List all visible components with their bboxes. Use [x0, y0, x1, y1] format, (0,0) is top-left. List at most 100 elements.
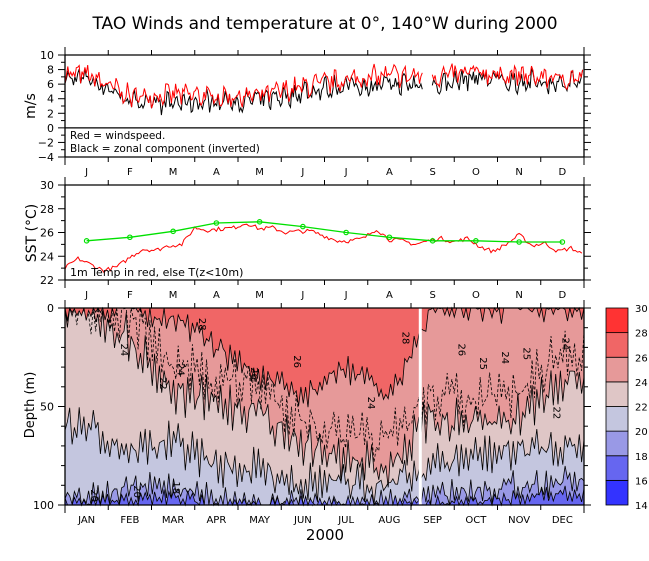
band-24-26: [64, 307, 585, 488]
sst-monthly-point: [127, 234, 133, 241]
colorbar-label: 30: [635, 304, 648, 315]
colorbar-swatch: [605, 381, 629, 407]
colorbar-label: 24: [635, 378, 648, 389]
colorbar-swatch: [605, 479, 629, 506]
sst-monthly-point: [386, 234, 393, 241]
sst-monthly-point: [83, 238, 90, 244]
colorbar-swatch: [605, 307, 629, 334]
x-tick-label: MAR: [162, 515, 184, 526]
contour-25: [64, 307, 585, 463]
x-tick-label: OCT: [465, 515, 487, 526]
y-tick-label: 26: [40, 227, 54, 240]
y-tick-label: 0: [47, 302, 54, 315]
depth-panel: Depth (m) 20 22 24 24 28 26 26 24 28 26 25 24 25 24 22…: [23, 300, 648, 544]
colorbar-swatch: [605, 356, 629, 383]
contour-label: 25: [477, 357, 488, 370]
x-tick-label: M: [169, 290, 178, 301]
band-20-22: [64, 407, 585, 506]
winds-series: [64, 63, 584, 129]
contour-label: 28: [399, 332, 410, 345]
contour-label: 22: [551, 407, 562, 420]
sst-panel: SST (°C) J F M A M J J A S O N D 30 28 26 24 22 1m Temp …: [24, 177, 591, 301]
contour-label: 24: [174, 363, 185, 376]
x-tick-label: A: [213, 290, 220, 301]
winds-ylabel: m/s: [23, 93, 39, 119]
x-tick-label: JUN: [293, 515, 312, 526]
x-tick-label: N: [515, 167, 522, 178]
contour-label: 28: [196, 318, 207, 331]
x-tick-label: J: [300, 167, 304, 178]
x-tick-label: N: [515, 290, 522, 301]
colorbar-swatch: [605, 406, 629, 432]
sst-1m-line: [64, 223, 583, 274]
depth-contours: 20 22 24 24 28 26 26 24 28 26 25 24 25 24 22 18 20: [64, 306, 585, 507]
depth-xlabel: 2000: [306, 526, 344, 544]
x-tick-label: JAN: [77, 515, 95, 526]
winds-panel: m/s J F M A M J J A S O N D 10 86 42 0−2 −4 Red = windsp…: [23, 47, 591, 178]
sst-monthly-point: [559, 239, 566, 245]
contour-label: 26: [291, 355, 302, 368]
sst-monthly-point: [300, 223, 306, 230]
sst-axes: J F M A M J J A S O N D 30 28 26 24 22: [40, 177, 591, 301]
x-tick-label: MAY: [249, 515, 271, 526]
y-tick-label: 4: [47, 93, 54, 106]
x-tick-label: SEP: [423, 515, 442, 526]
x-tick-label: S: [429, 167, 435, 178]
contour-label: 24: [118, 343, 129, 356]
sst-monthly-line: [86, 221, 563, 243]
y-tick-label: 8: [47, 64, 54, 77]
x-tick-label: APR: [206, 515, 226, 526]
sst-monthly-point: [213, 220, 220, 226]
x-tick-label: A: [213, 167, 220, 178]
figure-title: TAO Winds and temperature at 0°, 140°W d…: [91, 14, 557, 34]
x-tick-label: FEB: [120, 515, 139, 526]
sst-monthly-point: [473, 238, 479, 244]
contour-label: 24: [559, 338, 570, 351]
x-tick-label: J: [300, 290, 304, 301]
x-tick-label: M: [169, 167, 178, 178]
contour-label: 25: [520, 347, 531, 360]
contour-label: 20: [131, 485, 142, 498]
colorbar-swatch: [605, 455, 629, 481]
y-tick-label: 24: [40, 250, 54, 263]
sst-monthly-point: [256, 219, 263, 225]
x-tick-label: JUL: [337, 515, 354, 526]
x-tick-label: F: [127, 290, 133, 301]
x-tick-label: O: [472, 290, 480, 301]
x-tick-label: O: [472, 167, 480, 178]
x-tick-label: A: [386, 167, 393, 178]
band-26-28: [64, 306, 585, 408]
colorbar-label: 28: [635, 329, 648, 340]
sst-monthly-point: [343, 229, 349, 236]
contour-label: 26: [456, 343, 467, 356]
x-tick-label: AUG: [378, 515, 400, 526]
x-tick-label: D: [559, 290, 567, 301]
colorbar-label: 16: [635, 476, 648, 487]
y-tick-label: 30: [40, 179, 54, 192]
contour-label: 24: [499, 351, 510, 364]
x-tick-label: J: [344, 290, 348, 301]
contour-label: 22: [157, 377, 168, 390]
y-tick-label: 10: [40, 49, 54, 62]
x-tick-label: M: [255, 167, 264, 178]
x-tick-label: F: [127, 167, 133, 178]
band-16-18: [64, 485, 585, 507]
sst-monthly-point: [516, 239, 522, 245]
contour-label: 18: [170, 481, 181, 494]
winds-annotation-2: Black = zonal component (inverted): [70, 143, 260, 155]
sst-monthly-point: [429, 238, 436, 244]
winds-annotation-1: Red = windspeed.: [70, 130, 165, 142]
sst-ylabel: SST (°C): [24, 204, 40, 262]
y-tick-label: 50: [40, 401, 54, 414]
sst-monthly-point: [170, 228, 176, 235]
colorbar-label: 18: [635, 452, 648, 463]
y-tick-label: 28: [40, 203, 54, 216]
contour-label: 26: [248, 367, 259, 380]
x-tick-label: J: [344, 167, 348, 178]
x-tick-label: A: [386, 290, 393, 301]
colorbar-swatch: [605, 332, 629, 358]
colorbar-swatch: [605, 430, 629, 457]
y-tick-label: 6: [47, 78, 54, 91]
sst-annotation: 1m Temp in red, else T(z<10m): [70, 266, 243, 279]
